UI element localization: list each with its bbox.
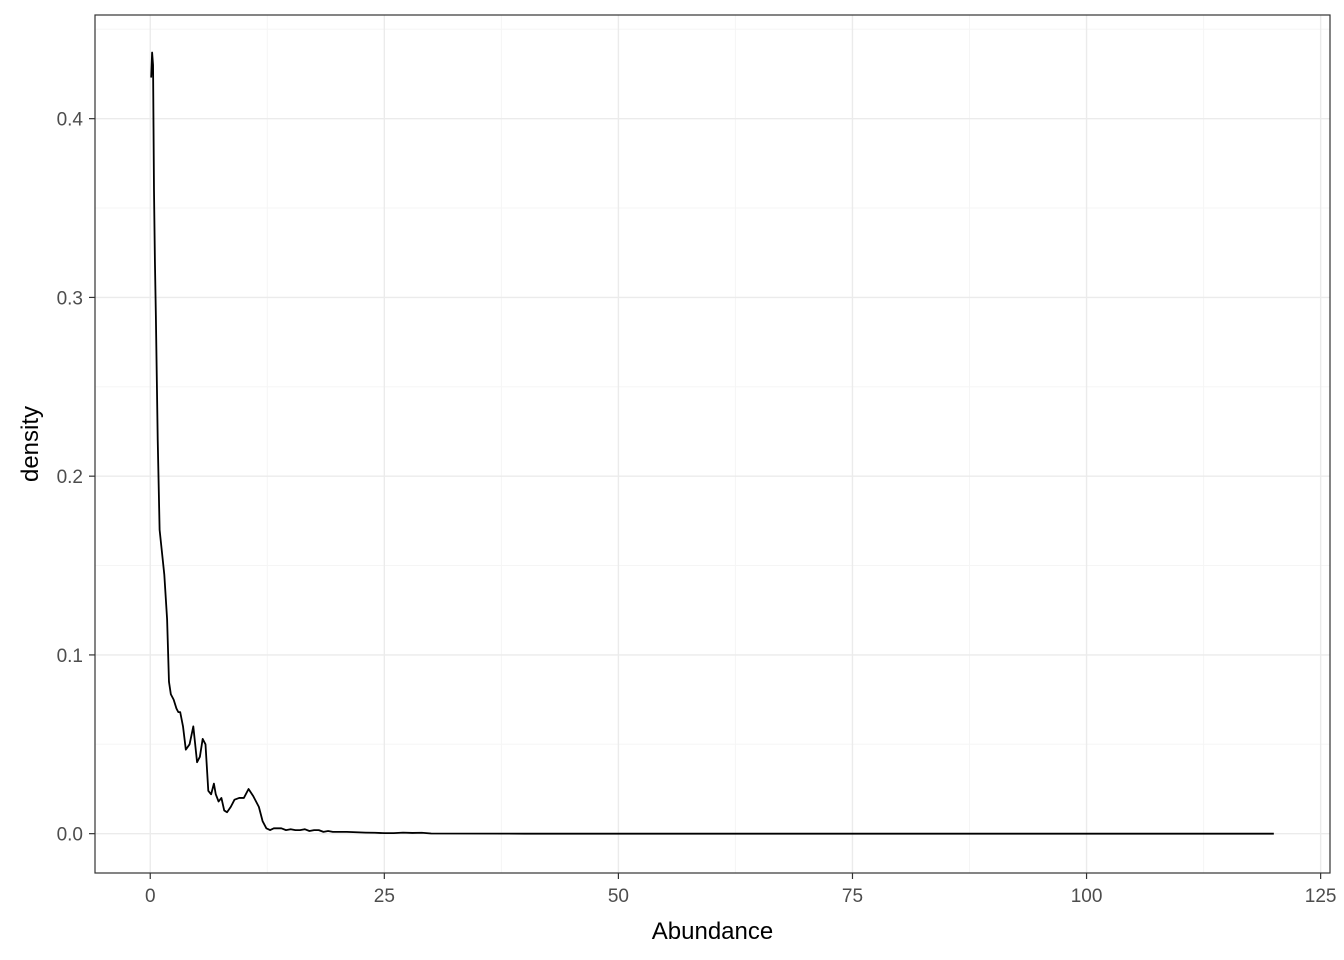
y-tick-label: 0.4 <box>57 110 84 131</box>
x-tick-label: 125 <box>1305 886 1337 907</box>
x-tick-label: 75 <box>842 886 863 907</box>
density-line <box>150 51 1274 835</box>
y-tick-label: 0.2 <box>57 467 83 488</box>
y-tick-label: 0.3 <box>57 288 83 309</box>
y-tick-label: 0.0 <box>57 825 83 846</box>
series-layer <box>150 51 1274 835</box>
panel-border <box>94 14 1331 874</box>
x-axis: 0 25 50 75 100 125 <box>145 873 1337 907</box>
x-tick-label: 50 <box>608 886 629 907</box>
y-tick-label: 0.1 <box>57 646 83 667</box>
x-tick-label: 100 <box>1071 886 1103 907</box>
y-axis: 0.0 0.1 0.2 0.3 0.4 <box>57 110 95 846</box>
y-axis-title: density <box>17 406 44 482</box>
x-tick-label: 25 <box>374 886 395 907</box>
minor-gridlines <box>95 15 1330 873</box>
x-tick-label: 0 <box>145 886 156 907</box>
x-axis-title: Abundance <box>652 918 773 945</box>
